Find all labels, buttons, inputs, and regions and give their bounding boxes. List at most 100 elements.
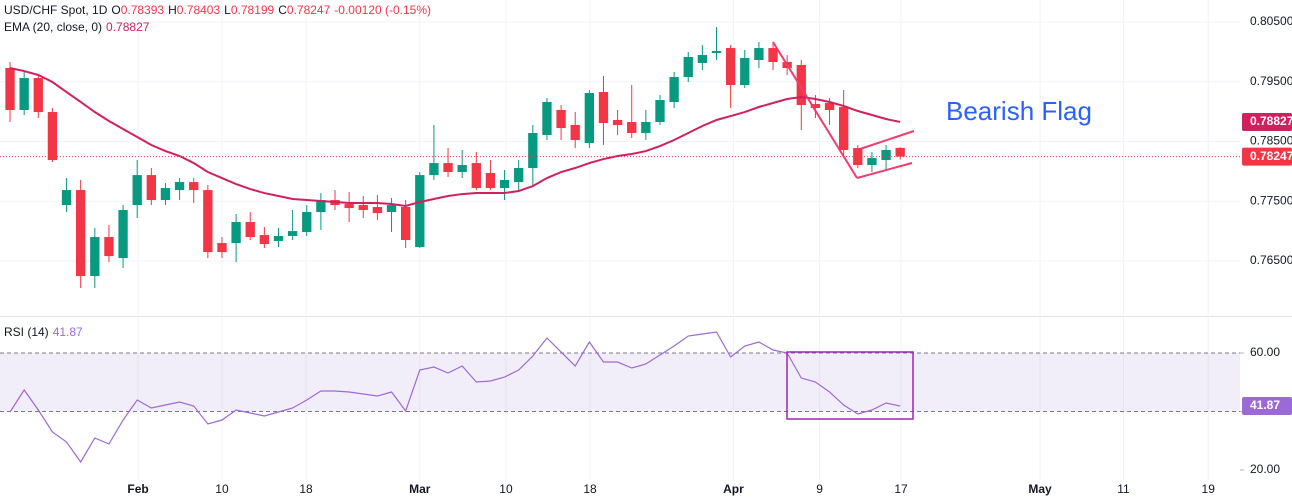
x-tick-label: Feb [127, 482, 148, 496]
ohlc-value: 0.78403 [176, 3, 221, 17]
candle-body [556, 109, 566, 129]
x-tick-label: 9 [816, 482, 823, 496]
rsi-legend: RSI (14) 41.87 [4, 325, 87, 339]
candle-body [683, 57, 693, 78]
plot-layer [0, 27, 1240, 464]
candle-body [514, 168, 524, 183]
candle-body [528, 133, 538, 169]
ohlc-value: 0.78247 [286, 3, 331, 17]
candle-body [725, 48, 736, 86]
candle-body [796, 65, 806, 105]
candle-body [273, 236, 284, 242]
candle-body [542, 101, 552, 135]
candle-body [316, 200, 326, 213]
x-tick-label: Apr [723, 482, 744, 496]
candle-body [612, 119, 623, 125]
rsi-band [0, 353, 1240, 412]
y-tick-label: 20.00 [1250, 462, 1280, 476]
candle-body [160, 188, 171, 201]
rsi-highlight-box [786, 351, 914, 420]
candle-body [768, 48, 778, 63]
candle-body [499, 179, 510, 189]
candle-body [457, 165, 467, 173]
candle-body [881, 149, 891, 161]
candle-body [754, 48, 764, 60]
ohlc-prefix: C [278, 3, 287, 17]
ema-line [9, 67, 901, 208]
candle-body [174, 182, 185, 191]
ohlc-value: 0.78393 [120, 3, 165, 17]
candle-body [584, 93, 595, 144]
ema-name: EMA (20, close, 0) [4, 20, 103, 34]
candle-body [415, 175, 425, 248]
candle-body [853, 148, 863, 166]
flag-pole [772, 41, 858, 179]
x-tick-label: 19 [1202, 482, 1216, 496]
price-tag-label: 0.78827 [1250, 114, 1292, 128]
ohlc-prefix: L [224, 3, 231, 17]
candle-body [302, 212, 312, 233]
drawings: Bearish Flag [772, 41, 1092, 420]
candle-body [810, 104, 821, 109]
candle-body [372, 207, 383, 214]
x-tick-label: 17 [894, 482, 908, 496]
candle-body [429, 163, 439, 176]
rsi-name: RSI (14) [4, 325, 49, 339]
ema-legend: EMA (20, close, 0) 0.78827 [4, 20, 153, 34]
candle-body [287, 231, 298, 237]
candle-body [47, 112, 58, 161]
candle-body [443, 163, 453, 173]
candle-body [471, 163, 481, 189]
candle-body [146, 175, 156, 201]
x-tick-label: May [1028, 482, 1052, 496]
candle-body [895, 147, 905, 157]
axis-layer: Feb 10 18 Mar 10 18 Apr 9 17 May 11 19 0.76500 0.7750… [127, 14, 1292, 496]
candle-body [570, 124, 580, 140]
candle-body [655, 100, 665, 123]
candle-body [344, 204, 354, 209]
candle-body [839, 107, 849, 150]
annotation: Bearish Flag [946, 96, 1092, 126]
change-value: -0.00120 (-0.15%) [334, 3, 432, 17]
x-tick-label: Mar [409, 482, 431, 496]
candle-body [711, 51, 722, 53]
grid-layer [0, 0, 1292, 480]
y-tick-label: 0.77500 [1250, 193, 1292, 207]
candle-body [697, 55, 708, 64]
price-tag [1242, 112, 1292, 131]
ohlc-value: 0.78199 [230, 3, 275, 17]
candle-body [76, 190, 86, 277]
x-tick-label: 11 [1117, 482, 1130, 496]
candle-body [118, 210, 128, 259]
candle-body [245, 222, 255, 238]
candle-body [867, 158, 877, 166]
y-tick-label: 0.78500 [1250, 134, 1292, 148]
candle-body [386, 205, 397, 213]
y-tick-label: 60.00 [1250, 345, 1280, 359]
candle-body [104, 237, 114, 257]
candle-body [189, 182, 199, 191]
rsi-value: 41.87 [52, 325, 83, 339]
price-tag-label: 0.78247 [1250, 149, 1292, 163]
candle-body [61, 190, 72, 206]
y-tick-label: 0.76500 [1250, 253, 1292, 267]
candle-body [598, 92, 609, 124]
x-tick-label: 10 [499, 482, 513, 496]
candle-body [485, 173, 496, 189]
candle-body [90, 237, 100, 277]
flag-upper-line [856, 130, 915, 151]
y-tick-label: 0.79500 [1250, 74, 1292, 88]
y-tick-label: 0.80500 [1250, 14, 1292, 28]
ema-value: 0.78827 [106, 20, 150, 34]
candle-body [5, 67, 15, 110]
main-legend: USD/CHF Spot, 1D O0.78393 H0.78403 L0.78199… [4, 3, 435, 17]
rsi-tag [1242, 397, 1292, 416]
candle-body [33, 78, 43, 113]
candle-body [217, 243, 227, 253]
candle-body [203, 190, 213, 253]
x-tick-label: 10 [215, 482, 229, 496]
symbol-title: USD/CHF Spot, 1D [4, 3, 108, 17]
ohlc-prefix: O [111, 3, 121, 17]
